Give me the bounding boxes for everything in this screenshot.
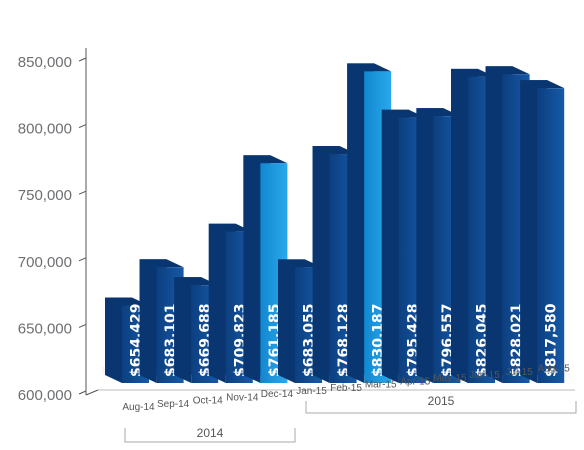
y-tick-mark bbox=[78, 124, 87, 129]
y-tick-mark bbox=[78, 57, 87, 62]
bar-side-face bbox=[485, 66, 503, 383]
y-tick-label: 650,000 bbox=[18, 320, 72, 337]
y-tick-label: 800,000 bbox=[18, 121, 72, 138]
y-axis: 600,000 650,000 700,000 750,000 800,000 850,0… bbox=[18, 48, 575, 404]
y-tick-label: 700,000 bbox=[18, 254, 72, 271]
x-tick-label: Aug-14 bbox=[122, 402, 155, 413]
bar-aug-15: $817,580 bbox=[520, 80, 565, 383]
group-bracket bbox=[124, 428, 296, 443]
bar-top-face bbox=[451, 68, 495, 77]
group-label: 2014 bbox=[197, 426, 224, 440]
bar-side-face bbox=[243, 155, 261, 383]
bar-side-face bbox=[416, 108, 434, 384]
x-tick-label: Aug-15 bbox=[538, 364, 571, 375]
axis-corner-line bbox=[85, 389, 99, 396]
x-tick-label: Apr-15 bbox=[400, 376, 430, 387]
bar-side-face bbox=[381, 109, 399, 383]
group-2014: 2014 bbox=[124, 426, 296, 443]
bar-side-face bbox=[208, 223, 226, 383]
bar-top-face bbox=[278, 259, 322, 268]
y-tick-mark bbox=[78, 190, 87, 195]
x-tick-label: Feb-15 bbox=[330, 383, 362, 394]
bar-top-face bbox=[381, 109, 426, 118]
x-tick-label: May-15 bbox=[433, 373, 467, 384]
x-tick-label: Nov-14 bbox=[226, 392, 259, 403]
x-tick-label: Jun-15 bbox=[469, 370, 500, 381]
bar-top-face bbox=[312, 146, 357, 155]
bar-top-face bbox=[208, 223, 253, 232]
y-tick-mark bbox=[78, 323, 87, 328]
bar-side-face bbox=[451, 68, 468, 384]
bar-value-label: $817,580 bbox=[544, 303, 560, 377]
x-tick-label: Jul-15 bbox=[505, 367, 533, 378]
bar-top-face bbox=[347, 63, 392, 72]
group-label: 2015 bbox=[428, 394, 455, 408]
y-tick-label: 850,000 bbox=[18, 54, 72, 71]
y-tick-label: 750,000 bbox=[18, 187, 72, 204]
group-2015: 2015 bbox=[305, 394, 577, 414]
x-tick-label: Jan-15 bbox=[296, 386, 327, 397]
bar-side-face bbox=[520, 80, 538, 383]
x-tick-label: Oct-14 bbox=[193, 396, 223, 407]
year-groups: 2014 2015 bbox=[124, 394, 577, 443]
bar-top-face bbox=[520, 80, 565, 89]
bar-side-face bbox=[278, 259, 295, 383]
bar-side-face bbox=[105, 297, 122, 383]
bar-top-face bbox=[174, 277, 219, 286]
bar-side-face bbox=[139, 259, 157, 383]
bar-top-face bbox=[485, 66, 530, 75]
bars: $654,429 $683,101 $669,688 $709,823 $761,185… bbox=[105, 63, 565, 384]
group-bracket bbox=[305, 401, 577, 414]
x-tick-label: Dec-14 bbox=[261, 389, 294, 400]
bar-side-face bbox=[312, 146, 330, 383]
y-tick-mark bbox=[78, 390, 87, 395]
bar-side-face bbox=[347, 63, 365, 383]
x-tick-label: Sep-14 bbox=[157, 399, 190, 410]
bar-front-face bbox=[537, 88, 565, 383]
bar-top-face bbox=[416, 108, 461, 117]
bar-top-face bbox=[139, 259, 184, 268]
bar-side-face bbox=[174, 277, 192, 383]
bar-top-face bbox=[243, 155, 288, 164]
x-tick-label: Mar-15 bbox=[365, 380, 397, 391]
bar-top-face bbox=[105, 297, 149, 306]
y-tick-mark bbox=[78, 257, 87, 262]
x-axis-labels: Aug-14 Sep-14 Oct-14 Nov-14 Dec-14 Jan-15 Feb-… bbox=[122, 364, 570, 413]
y-tick-label: 600,000 bbox=[18, 387, 72, 404]
